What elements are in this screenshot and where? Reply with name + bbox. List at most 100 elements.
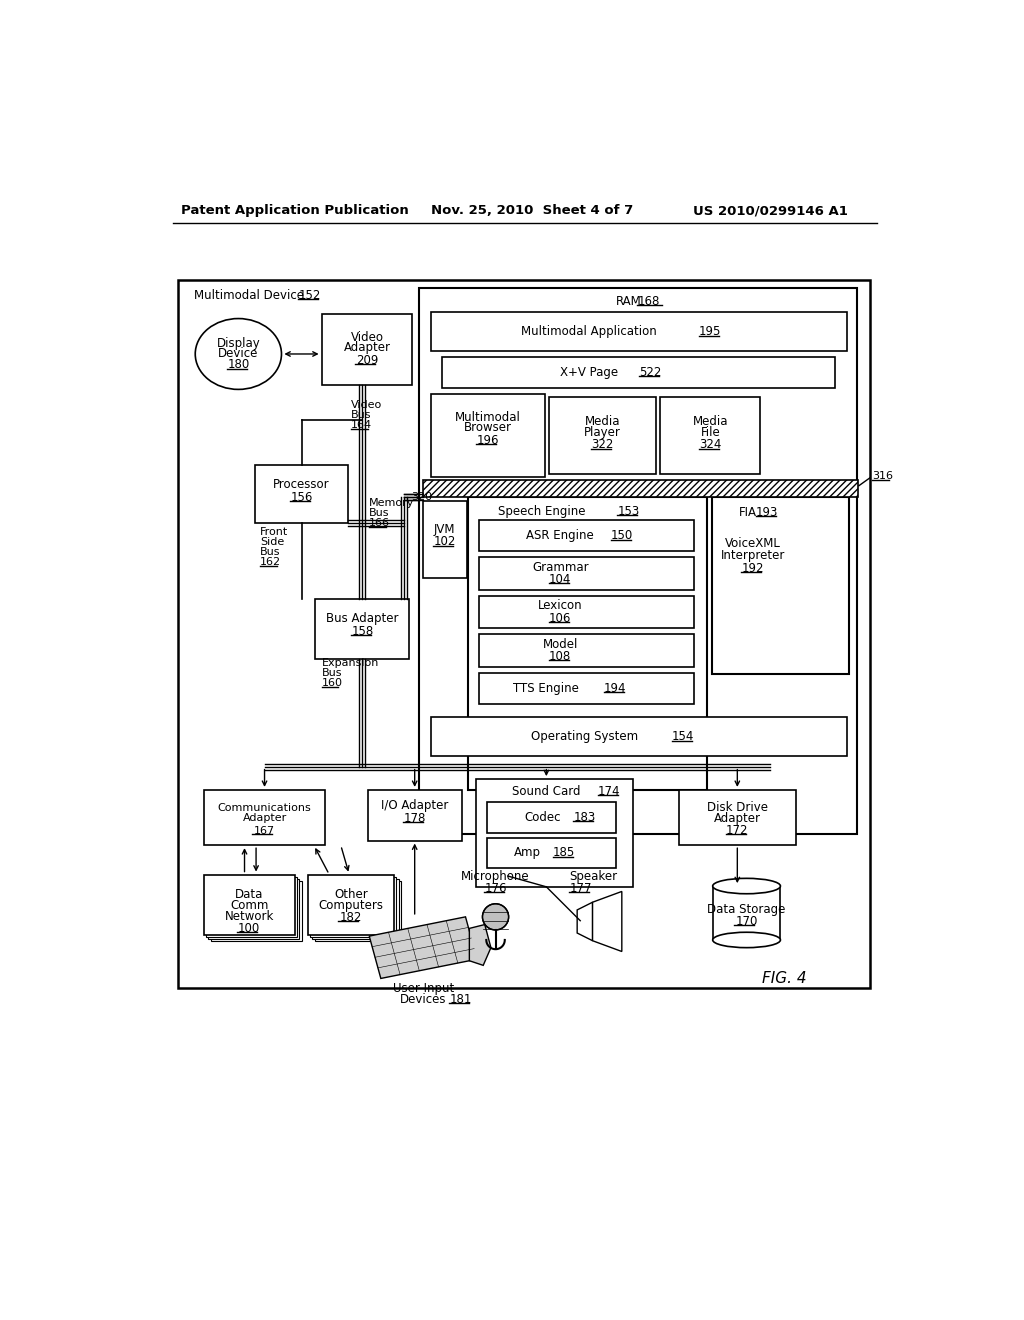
Text: 194: 194 [604, 681, 627, 694]
Bar [314, 882, 400, 941]
Text: Video: Video [350, 330, 383, 343]
Text: 150: 150 [611, 529, 633, 543]
Text: 108: 108 [549, 649, 571, 663]
Ellipse shape [713, 932, 780, 948]
Text: Patent Application Publication: Patent Application Publication [180, 205, 409, 218]
Text: 180: 180 [227, 358, 250, 371]
Bar [312, 879, 398, 940]
Text: Bus: Bus [370, 508, 390, 519]
Bar [431, 718, 847, 756]
Text: Codec: Codec [524, 810, 561, 824]
Text: 176: 176 [484, 882, 507, 895]
Text: 106: 106 [549, 611, 571, 624]
Text: JVM: JVM [434, 523, 456, 536]
Bar [679, 789, 796, 845]
Bar [478, 520, 694, 552]
Bar [478, 635, 694, 667]
Text: Device: Device [218, 347, 258, 360]
Text: Data Storage: Data Storage [708, 903, 785, 916]
Text: Multimodal Application: Multimodal Application [521, 325, 656, 338]
Text: Front: Front [260, 527, 288, 537]
Text: Communications: Communications [218, 803, 311, 813]
Text: 102: 102 [433, 536, 456, 548]
Text: Operating System: Operating System [531, 730, 638, 743]
Bar [423, 480, 858, 498]
Text: 182: 182 [340, 911, 361, 924]
Bar [478, 595, 694, 628]
Polygon shape [469, 924, 490, 965]
Text: Player: Player [584, 426, 621, 440]
Text: Nov. 25, 2010  Sheet 4 of 7: Nov. 25, 2010 Sheet 4 of 7 [431, 205, 633, 218]
Text: Bus: Bus [322, 668, 342, 677]
Bar [206, 876, 297, 937]
Text: 170: 170 [735, 915, 758, 928]
Text: 174: 174 [598, 785, 621, 797]
Text: RAM: RAM [615, 296, 641, 308]
Text: Comm: Comm [230, 899, 268, 912]
Text: 152: 152 [298, 289, 321, 302]
Text: 181: 181 [450, 993, 472, 1006]
Text: Data: Data [234, 888, 263, 902]
Bar [431, 395, 545, 478]
Text: Memory: Memory [370, 499, 415, 508]
Text: 153: 153 [617, 504, 639, 517]
Text: 164: 164 [351, 420, 372, 430]
Bar [178, 280, 869, 989]
Text: 324: 324 [699, 438, 722, 451]
Text: 168: 168 [637, 296, 659, 308]
Text: 196: 196 [476, 434, 499, 446]
Text: Other: Other [334, 888, 368, 902]
Ellipse shape [482, 904, 509, 929]
Text: ASR Engine: ASR Engine [526, 529, 594, 543]
Text: 167: 167 [254, 825, 275, 836]
Bar [431, 313, 847, 351]
Text: 100: 100 [238, 921, 260, 935]
Text: Microphone: Microphone [461, 870, 529, 883]
Text: I/O Adapter: I/O Adapter [381, 800, 449, 813]
Bar [478, 673, 694, 704]
Text: Interpreter: Interpreter [721, 549, 785, 562]
Bar [204, 789, 326, 845]
Bar [423, 502, 467, 578]
Text: Computers: Computers [318, 899, 383, 912]
Text: 209: 209 [355, 354, 378, 367]
Ellipse shape [196, 318, 282, 389]
Text: 160: 160 [322, 677, 342, 688]
Ellipse shape [713, 878, 780, 894]
Text: Bus: Bus [260, 546, 281, 557]
Text: Media: Media [585, 416, 621, 428]
Text: Amp: Amp [514, 846, 541, 859]
Text: 192: 192 [741, 561, 764, 574]
Text: 185: 185 [553, 846, 574, 859]
Bar [315, 599, 410, 659]
Text: Disk Drive: Disk Drive [707, 801, 768, 814]
Text: 166: 166 [370, 519, 390, 528]
Text: US 2010/0299146 A1: US 2010/0299146 A1 [692, 205, 848, 218]
Text: Media: Media [692, 416, 728, 428]
Text: 322: 322 [592, 438, 613, 451]
Text: 154: 154 [672, 730, 694, 743]
Text: 172: 172 [726, 824, 749, 837]
Text: Adapter: Adapter [243, 813, 287, 824]
Text: Bus Adapter: Bus Adapter [326, 612, 398, 626]
Text: VoiceXML: VoiceXML [725, 537, 780, 550]
Text: 195: 195 [698, 325, 721, 338]
Text: Speech Engine: Speech Engine [498, 504, 586, 517]
Text: Network: Network [224, 909, 273, 923]
Bar [368, 789, 462, 841]
Bar [468, 498, 707, 789]
Text: 162: 162 [260, 557, 281, 566]
Text: Model: Model [543, 638, 578, 651]
Text: Side: Side [260, 537, 285, 546]
Text: Multimodal: Multimodal [455, 411, 521, 424]
Bar [322, 314, 413, 385]
Text: X+V Page: X+V Page [560, 366, 617, 379]
Text: Lexicon: Lexicon [538, 599, 583, 612]
Text: FIG. 4: FIG. 4 [762, 972, 807, 986]
Text: 522: 522 [639, 366, 662, 379]
Text: File: File [700, 426, 720, 440]
Bar [660, 397, 761, 474]
Bar [419, 288, 857, 834]
Polygon shape [593, 891, 622, 952]
Bar [211, 882, 301, 941]
